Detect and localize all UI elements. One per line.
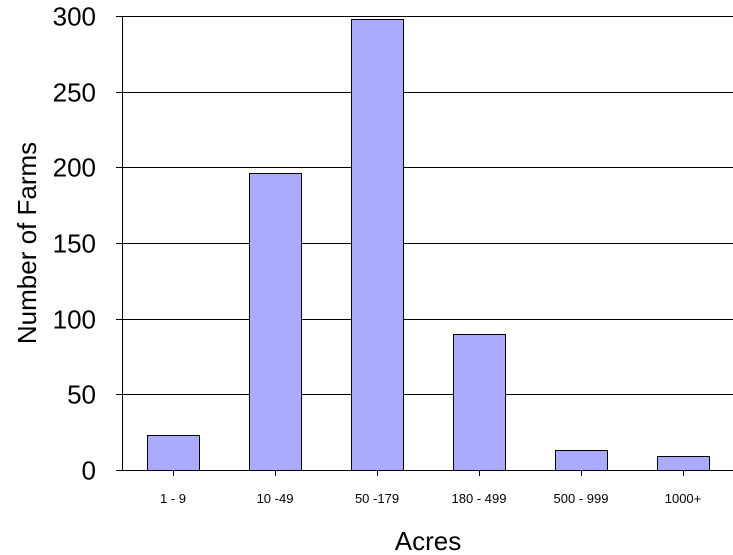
- bar-2: [351, 19, 404, 471]
- bar-0: [147, 435, 200, 471]
- y-tick-label-200: 200: [53, 153, 96, 183]
- y-tick-label-300: 300: [53, 2, 96, 32]
- x-tick-label-2: 50 -179: [355, 491, 399, 506]
- y-tick-labels: 0 50 100 150 200 250 300: [53, 2, 122, 486]
- y-tick-label-250: 250: [53, 78, 96, 108]
- bars: [147, 19, 710, 471]
- bar-4: [555, 450, 608, 471]
- y-tick-label-0: 0: [82, 456, 96, 486]
- axes: [122, 16, 733, 471]
- bar-3: [453, 334, 506, 471]
- y-axis-title: Number of Farms: [12, 142, 42, 344]
- y-tick-label-50: 50: [67, 380, 96, 410]
- bar-5: [657, 456, 710, 471]
- x-tick-label-0: 1 - 9: [160, 491, 186, 506]
- y-tick-label-150: 150: [53, 229, 96, 259]
- x-tick-label-1: 10 -49: [257, 491, 294, 506]
- x-tick-labels: 1 - 9 10 -49 50 -179 180 - 499 500 - 999 1000…: [160, 470, 701, 506]
- x-tick-label-3: 180 - 499: [452, 491, 507, 506]
- y-tick-label-100: 100: [53, 305, 96, 335]
- x-axis-title: Acres: [395, 526, 461, 555]
- gridlines: [122, 16, 733, 395]
- x-tick-label-5: 1000+: [665, 491, 702, 506]
- x-tick-label-4: 500 - 999: [554, 491, 609, 506]
- bar-1: [249, 173, 302, 471]
